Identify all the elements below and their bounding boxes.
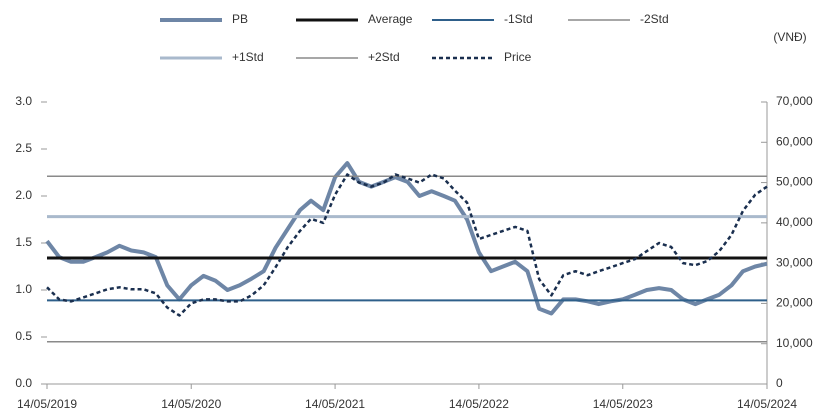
- x-tick-label: 14/05/2021: [305, 397, 365, 411]
- legend-label: PB: [232, 12, 248, 26]
- y2-tick-label: 30,000: [776, 255, 813, 269]
- y-tick-label: 1.5: [15, 235, 32, 249]
- legend-label: -2Std: [640, 12, 669, 26]
- y-tick-label: 0.0: [15, 376, 32, 390]
- y2-axis-label: (VNĐ): [773, 30, 806, 44]
- y2-tick-label: 20,000: [776, 296, 813, 310]
- series-line: [45, 161, 768, 316]
- legend-label: Average: [368, 12, 413, 26]
- legend-label: Price: [504, 50, 532, 64]
- y2-tick-label: 50,000: [776, 175, 813, 189]
- y-tick-label: 1.0: [15, 282, 32, 296]
- x-tick-label: 14/05/2023: [593, 397, 653, 411]
- y-tick-label: 0.5: [15, 329, 32, 343]
- y2-tick-label: 70,000: [776, 94, 813, 108]
- y2-tick-label: 40,000: [776, 215, 813, 229]
- y2-tick-label: 0: [776, 376, 783, 390]
- x-tick-label: 14/05/2022: [449, 397, 509, 411]
- y-tick-label: 3.0: [15, 94, 32, 108]
- y2-tick-label: 60,000: [776, 134, 813, 148]
- legend-label: +2Std: [368, 50, 400, 64]
- legend-label: -1Std: [504, 12, 533, 26]
- x-tick-label: 14/05/2019: [17, 397, 77, 411]
- legend-label: +1Std: [232, 50, 264, 64]
- x-tick-label: 14/05/2024: [737, 397, 797, 411]
- y-tick-label: 2.0: [15, 188, 32, 202]
- y-tick-label: 2.5: [15, 141, 32, 155]
- x-tick-label: 14/05/2020: [161, 397, 221, 411]
- y2-tick-label: 10,000: [776, 336, 813, 350]
- series-line: [46, 173, 768, 317]
